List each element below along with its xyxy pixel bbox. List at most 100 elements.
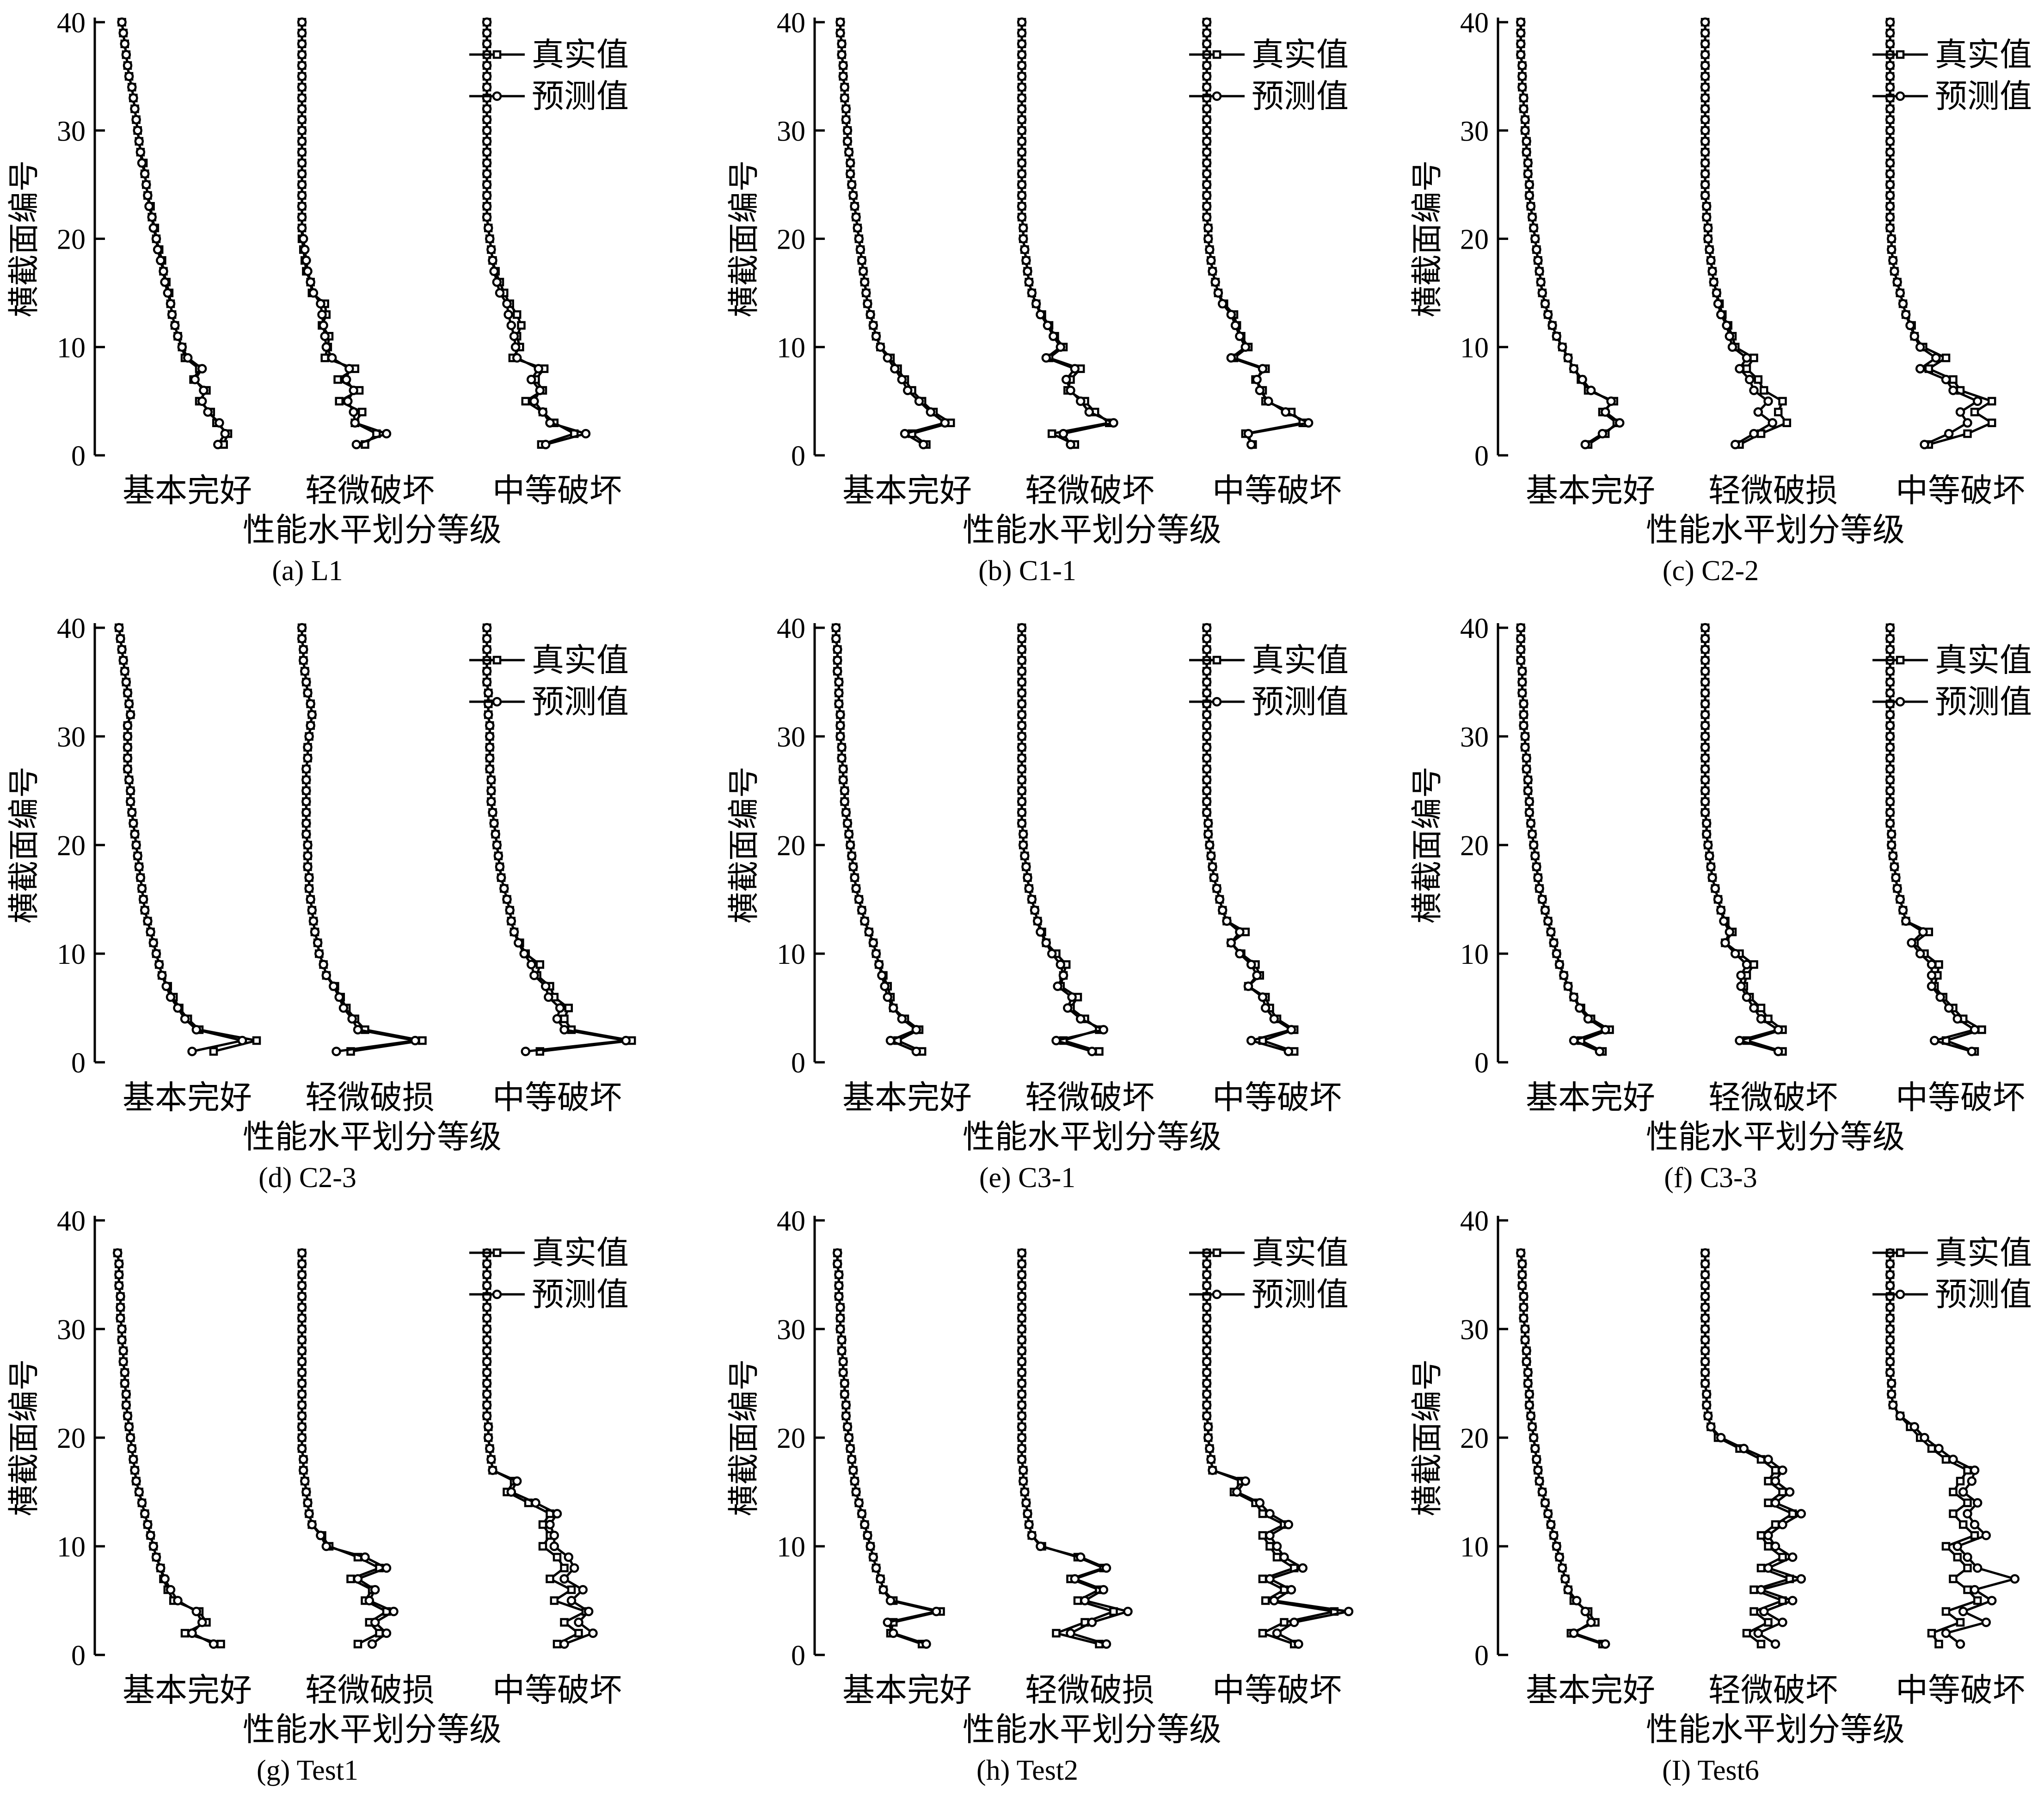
marker-pred xyxy=(1286,1025,1296,1035)
marker-pred xyxy=(1885,623,1895,633)
marker-pred xyxy=(1549,938,1559,948)
marker-pred xyxy=(859,1519,870,1530)
marker-pred xyxy=(304,883,314,894)
marker-pred xyxy=(1735,364,1744,374)
marker-pred xyxy=(1075,396,1086,406)
marker-pred xyxy=(151,234,161,244)
marker-true xyxy=(560,1563,569,1573)
marker-pred xyxy=(1700,742,1710,752)
marker-pred xyxy=(835,731,845,741)
series-line-pred-1 xyxy=(1020,628,1107,1053)
legend-marker-true xyxy=(492,655,502,665)
marker-pred xyxy=(1987,1596,1997,1605)
legend-label-pred: 预测值 xyxy=(1252,683,1349,721)
marker-pred xyxy=(1886,1378,1897,1388)
category-label: 基本完好 xyxy=(1526,1078,1655,1116)
marker-true xyxy=(1949,1488,1958,1496)
marker-pred xyxy=(137,158,147,168)
marker-pred xyxy=(851,1487,861,1497)
marker-pred xyxy=(1265,1574,1275,1584)
marker-pred xyxy=(1226,310,1236,319)
marker-pred xyxy=(1523,1378,1533,1388)
marker-pred xyxy=(1017,1378,1027,1388)
marker-pred xyxy=(495,288,505,298)
marker-pred xyxy=(1080,1596,1090,1605)
marker-pred xyxy=(297,190,307,201)
marker-pred xyxy=(410,1035,420,1046)
marker-pred xyxy=(1763,1563,1773,1573)
marker-pred xyxy=(303,742,313,752)
marker-true xyxy=(1949,1574,1958,1583)
marker-pred xyxy=(835,1324,845,1334)
marker-pred xyxy=(538,407,548,417)
y-tick-label: 0 xyxy=(1474,1640,1489,1672)
marker-pred xyxy=(1700,82,1710,92)
marker-pred xyxy=(297,1292,307,1301)
marker-pred xyxy=(1264,396,1273,406)
marker-pred xyxy=(485,234,495,244)
marker-pred xyxy=(851,212,861,222)
marker-pred xyxy=(845,169,855,179)
y-tick-label: 20 xyxy=(777,1423,805,1454)
marker-true xyxy=(517,321,526,330)
marker-pred xyxy=(1202,1335,1212,1345)
marker-pred xyxy=(1709,277,1719,287)
marker-pred xyxy=(1759,1606,1769,1617)
marker-pred xyxy=(1700,71,1710,81)
marker-pred xyxy=(1024,277,1034,287)
marker-pred xyxy=(144,201,154,211)
marker-pred xyxy=(121,1400,131,1410)
marker-pred xyxy=(1522,147,1531,157)
marker-pred xyxy=(883,992,893,1002)
marker-pred xyxy=(1255,386,1265,395)
legend-marker-true xyxy=(1896,655,1905,665)
y-tick-label: 20 xyxy=(57,1423,86,1454)
marker-true xyxy=(346,1574,355,1583)
marker-pred xyxy=(1713,894,1723,904)
marker-true xyxy=(1764,1618,1773,1627)
legend-label-pred: 预测值 xyxy=(1252,1275,1349,1313)
marker-pred xyxy=(213,440,223,449)
marker-pred xyxy=(1972,1498,1983,1508)
marker-pred xyxy=(1915,949,1925,959)
marker-pred xyxy=(1202,808,1212,817)
marker-pred xyxy=(1712,288,1722,298)
marker-pred xyxy=(1915,342,1925,352)
marker-pred xyxy=(1952,1541,1963,1551)
marker-pred xyxy=(1931,353,1941,363)
legend-marker-pred xyxy=(1212,91,1222,101)
y-tick-label: 40 xyxy=(777,7,805,39)
marker-pred xyxy=(1707,266,1717,276)
marker-pred xyxy=(1742,992,1752,1002)
marker-pred xyxy=(1517,1270,1527,1280)
marker-pred xyxy=(495,862,505,872)
marker-pred xyxy=(308,288,319,298)
marker-pred xyxy=(297,1357,307,1366)
marker-pred xyxy=(124,71,134,81)
marker-pred xyxy=(1885,1280,1895,1291)
category-label: 轻微破坏 xyxy=(1708,1078,1838,1116)
marker-true xyxy=(1258,1629,1267,1638)
marker-pred xyxy=(1706,1422,1716,1432)
marker-pred xyxy=(297,1378,307,1388)
marker-pred xyxy=(482,28,492,38)
marker-pred xyxy=(1070,364,1080,374)
marker-pred xyxy=(1701,1389,1712,1399)
marker-pred xyxy=(1213,288,1223,298)
marker-pred xyxy=(850,201,859,211)
marker-pred xyxy=(303,840,313,850)
category-label: 基本完好 xyxy=(1526,472,1655,509)
marker-pred xyxy=(885,1596,896,1605)
marker-true xyxy=(1258,1531,1267,1540)
marker-pred xyxy=(857,905,867,915)
marker-pred xyxy=(544,992,553,1002)
legend-label-pred: 预测值 xyxy=(1935,1275,2032,1313)
marker-pred xyxy=(1205,840,1215,850)
marker-pred xyxy=(485,721,495,730)
marker-pred xyxy=(1240,1476,1251,1486)
marker-pred xyxy=(1706,256,1716,265)
marker-pred xyxy=(125,1433,135,1443)
marker-pred xyxy=(1018,840,1028,850)
marker-pred xyxy=(113,1248,123,1258)
marker-pred xyxy=(316,299,325,309)
